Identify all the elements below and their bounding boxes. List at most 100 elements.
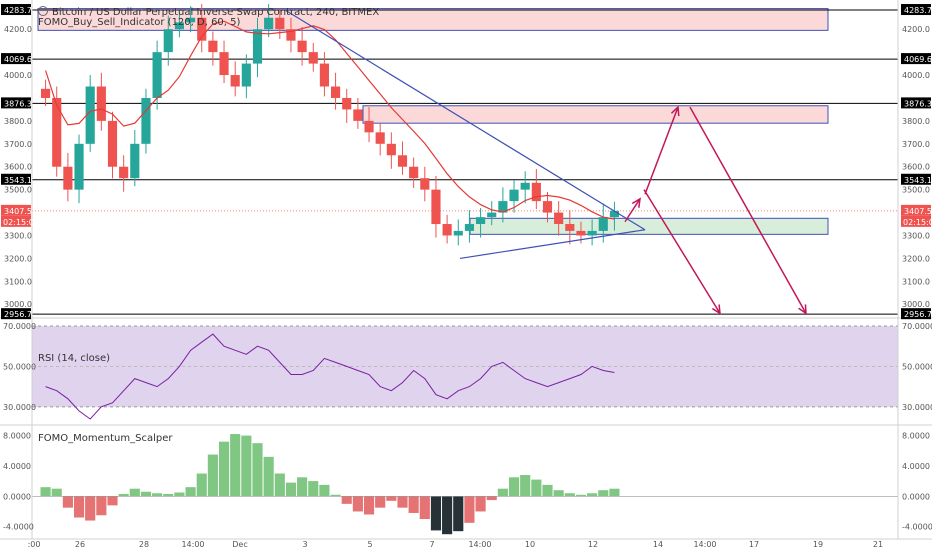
momentum-bar [252, 443, 263, 497]
candle-body [509, 189, 519, 202]
price-label-box-left [1, 53, 31, 65]
x-tick-label: 7 [429, 540, 434, 549]
countdown-box-left [1, 215, 31, 227]
price-panel[interactable] [32, 4, 898, 315]
candle-body [130, 143, 140, 179]
momentum-bar [285, 482, 297, 497]
rsi-tick-right: 50.0000 [902, 362, 932, 371]
projection-arrow-up-1-head [631, 197, 641, 208]
candle-body [498, 201, 508, 213]
projection-arrow-down-1 [643, 189, 721, 314]
candle-body [85, 86, 95, 144]
candle-body [487, 212, 497, 218]
momentum-bar [575, 494, 587, 497]
supply-zone [37, 8, 829, 31]
indicator-legend-rsi[interactable]: RSI (14, close) [38, 353, 110, 364]
momentum-bar [453, 496, 464, 532]
candle-body [141, 97, 151, 144]
price-label-left: 4069.6 [4, 55, 32, 64]
momentum-bar [542, 484, 553, 497]
rsi-tick-left: 30.0000 [3, 403, 36, 412]
momentum-tick-left: 4.0000 [3, 462, 31, 471]
projection-arrow-up-1 [624, 198, 641, 223]
y-tick-left: 4000.0 [4, 71, 32, 80]
candle-body [598, 217, 608, 231]
price-label-box-left [1, 173, 31, 185]
y-tick-left: 3300.0 [4, 231, 32, 240]
y-tick-left: 3700.0 [4, 140, 32, 149]
x-tick-label: 28 [139, 540, 149, 549]
x-tick-label: 12 [588, 540, 598, 549]
momentum-bar [508, 477, 520, 497]
momentum-bar [397, 496, 408, 508]
rsi-panel[interactable] [32, 325, 898, 420]
price-label-box-left [1, 4, 31, 16]
symbol-legend[interactable]: Bitcoin / US Dollar Perpetual Inverse Sw… [38, 6, 379, 18]
projection-arrow-down-2 [689, 106, 807, 314]
ascending-trendline [459, 229, 646, 260]
momentum-bar [118, 494, 129, 497]
momentum-bar [341, 496, 352, 504]
candle-body [386, 143, 396, 156]
price-label-left: 2956.7 [4, 310, 32, 319]
price-label-left: 4283.7 [4, 6, 32, 15]
momentum-bar [152, 493, 163, 497]
x-tick-label: 5 [367, 540, 372, 549]
x-tick-label: Dec [232, 540, 247, 549]
candle-body [364, 120, 374, 133]
supply-zone [362, 105, 829, 124]
momentum-bar [274, 473, 285, 497]
price-label-right: 4069.6 [904, 55, 932, 64]
price-label-box-right [901, 53, 931, 65]
candle-body [319, 63, 329, 87]
symbol-title: Bitcoin / US Dollar Perpetual Inverse Sw… [52, 7, 380, 18]
y-tick-right: 3800.0 [902, 117, 930, 126]
candle-body [119, 166, 129, 179]
candle-body [186, 17, 196, 23]
x-tick-label: 14 [653, 540, 663, 549]
candle-body [275, 17, 285, 30]
price-label-box-right [901, 308, 931, 320]
y-tick-right: 3300.0 [902, 231, 930, 240]
momentum-bar [40, 487, 51, 497]
price-label-right: 3876.3 [904, 99, 932, 108]
momentum-bar [51, 488, 62, 497]
candle-body [609, 210, 619, 218]
candle-body [74, 143, 84, 190]
candle-body [542, 201, 553, 213]
projection-arrow-up-2-head [670, 105, 680, 117]
price-label-box-left [1, 204, 31, 216]
indicator-rsi-label: RSI (14, close) [38, 353, 111, 364]
momentum-bar [185, 487, 196, 497]
x-tick-label: 14:00 [693, 540, 716, 549]
price-label-box-right [901, 4, 931, 16]
candle-body [163, 29, 173, 53]
momentum-bar [241, 435, 252, 497]
candle-body [286, 29, 296, 41]
candle-body [63, 166, 73, 190]
candle-body [442, 224, 452, 236]
eye-icon[interactable] [38, 6, 48, 16]
candle-body [107, 120, 118, 167]
x-tick-label: :00 [28, 540, 41, 549]
countdown-label-left: 02:15:01 [3, 218, 39, 227]
indicator-legend-fomo[interactable]: FOMO_Buy_Sell_Indicator (120, D, 60, 5) [38, 17, 240, 28]
x-tick-label: 17 [749, 540, 759, 549]
momentum-bar [486, 496, 497, 501]
candle-body [464, 224, 474, 231]
price-label-box-right [901, 204, 931, 216]
candle-body [197, 17, 207, 41]
descending-trendline [284, 9, 646, 231]
indicator-legend-momentum[interactable]: FOMO_Momentum_Scalper [38, 433, 172, 444]
momentum-bar [107, 496, 118, 506]
price-label-left: 3876.3 [4, 99, 32, 108]
momentum-bar [163, 494, 174, 497]
candle-body [353, 109, 363, 121]
y-tick-right: 3000.0 [902, 300, 930, 309]
momentum-panel[interactable] [32, 434, 898, 535]
momentum-bar [430, 496, 442, 531]
x-tick-label: 14:00 [468, 540, 491, 549]
candle-body [152, 52, 162, 98]
